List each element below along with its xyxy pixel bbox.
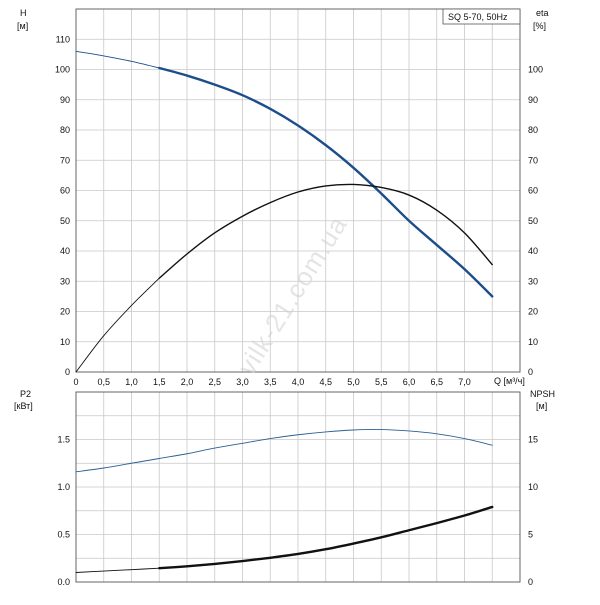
x-tick-label: 1,0	[125, 377, 138, 387]
x-tick-label: 1,5	[153, 377, 166, 387]
top-right-tick-label: 80	[528, 125, 538, 135]
tick-layer: 0102030405060708090100110010203040506070…	[55, 34, 543, 587]
watermark-text: vilk-21.com.ua	[232, 210, 354, 380]
top-right-axis-label: eta	[536, 8, 549, 18]
x-tick-label: 5,0	[347, 377, 360, 387]
x-tick-label: 6,5	[430, 377, 443, 387]
x-tick-label: 2,0	[181, 377, 194, 387]
curve-layer	[75, 50, 494, 573]
x-tick-label: 4,5	[319, 377, 332, 387]
top-series-1-segment-1	[158, 183, 493, 279]
bottom-panel-frame	[75, 391, 521, 583]
top-right-tick-label: 40	[528, 246, 538, 256]
top-left-axis-label: H	[20, 8, 27, 18]
top-series-0-segment-1	[158, 66, 494, 298]
top-left-tick-label: 80	[60, 125, 70, 135]
x-tick-label: 4,0	[292, 377, 305, 387]
bottom-right-tick-label: 5	[528, 530, 533, 540]
top-right-tick-label: 10	[528, 337, 538, 347]
top-right-axis-unit: [%]	[533, 21, 546, 31]
bottom-panel-grid	[75, 391, 521, 583]
bottom-left-tick-label: 0.0	[57, 577, 70, 587]
bottom-right-tick-label: 15	[528, 435, 538, 445]
top-left-tick-label: 90	[60, 95, 70, 105]
top-right-tick-label: 50	[528, 216, 538, 226]
x-axis-unit: Q [м³/ч]	[494, 376, 525, 386]
top-right-tick-label: 90	[528, 95, 538, 105]
top-left-tick-label: 10	[60, 337, 70, 347]
bottom-left-axis-unit: [кВт]	[14, 401, 33, 411]
top-left-tick-label: 20	[60, 307, 70, 317]
top-right-tick-label: 70	[528, 155, 538, 165]
x-tick-label: 5,5	[375, 377, 388, 387]
top-right-tick-label: 0	[528, 367, 533, 377]
top-left-tick-label: 50	[60, 216, 70, 226]
chart-title: SQ 5-70, 50Hz	[448, 12, 508, 22]
top-left-axis-unit: [м]	[17, 21, 28, 31]
top-left-tick-label: 0	[65, 367, 70, 377]
bottom-series-1-segment-1	[158, 505, 494, 570]
bottom-left-tick-label: 0.5	[57, 530, 70, 540]
bottom-series-0-segment-0	[75, 429, 493, 473]
top-left-tick-label: 110	[56, 34, 70, 44]
top-left-tick-label: 100	[55, 65, 70, 75]
x-tick-label: 3,5	[264, 377, 277, 387]
top-series-0-segment-0	[75, 50, 160, 69]
title-box	[442, 8, 521, 25]
top-panel-frame	[75, 8, 521, 373]
bottom-right-tick-label: 10	[528, 482, 538, 492]
bottom-right-tick-label: 0	[528, 577, 533, 587]
bottom-left-tick-label: 1.5	[57, 435, 70, 445]
x-tick-label: 6,0	[403, 377, 416, 387]
top-right-tick-label: 60	[528, 186, 538, 196]
top-right-tick-label: 100	[528, 65, 543, 75]
x-tick-label: 0,5	[97, 377, 110, 387]
top-left-tick-label: 60	[60, 186, 70, 196]
top-left-tick-label: 40	[60, 246, 70, 256]
top-right-tick-label: 20	[528, 307, 538, 317]
x-tick-label: 0	[73, 377, 78, 387]
top-right-tick-label: 30	[528, 276, 538, 286]
x-tick-label: 2,5	[208, 377, 221, 387]
x-tick-label: 7,0	[458, 377, 471, 387]
top-left-tick-label: 70	[60, 155, 70, 165]
bottom-left-tick-label: 1.0	[57, 482, 70, 492]
top-series-1-segment-0	[75, 277, 160, 373]
bottom-right-axis-unit: [м]	[536, 401, 547, 411]
bottom-left-axis-label: P2	[20, 389, 31, 399]
bottom-series-1-segment-0	[75, 567, 160, 573]
top-panel-grid	[75, 8, 521, 373]
bottom-right-axis-label: NPSH	[530, 389, 555, 399]
x-tick-label: 3,0	[236, 377, 249, 387]
top-left-tick-label: 30	[60, 276, 70, 286]
